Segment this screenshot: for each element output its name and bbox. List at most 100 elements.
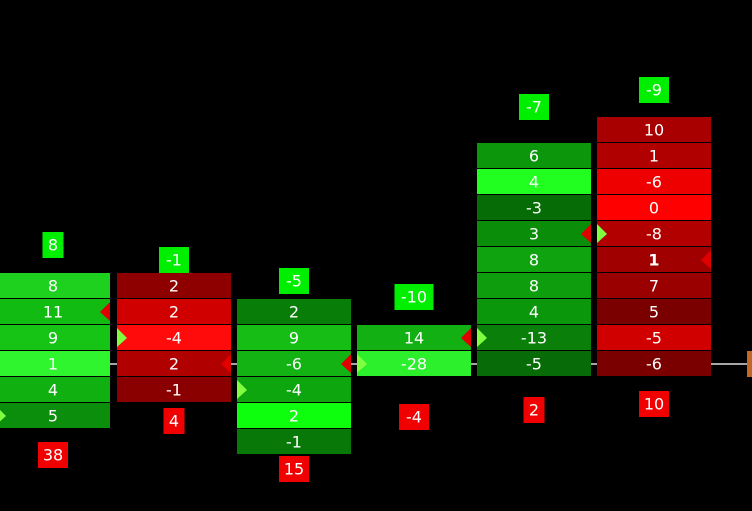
- cell: [477, 221, 591, 246]
- cell-value: 3: [529, 225, 539, 244]
- cell-value: 1: [649, 147, 659, 166]
- delta-label: -7: [526, 98, 542, 117]
- cell-value: 4: [48, 381, 58, 400]
- cell-value: -4: [166, 329, 182, 348]
- cell: [117, 377, 231, 402]
- total-label: 38: [43, 446, 63, 465]
- delta-label: -5: [286, 272, 302, 291]
- cell: [477, 143, 591, 168]
- cell: [477, 273, 591, 298]
- cell: [597, 195, 711, 220]
- cell: [237, 299, 351, 324]
- total-box: [399, 404, 429, 430]
- cell: [237, 429, 351, 454]
- cell-value: 7: [649, 277, 659, 296]
- cell-value: 6: [529, 147, 539, 166]
- cell: [477, 325, 591, 350]
- total-label: 10: [644, 395, 664, 414]
- cell-value: -28: [401, 355, 427, 374]
- cell: [0, 351, 110, 376]
- cell-value: 0: [649, 199, 659, 218]
- cell: [117, 325, 231, 350]
- cell-value: -6: [646, 173, 662, 192]
- total-label: 4: [169, 412, 179, 431]
- marker-left: [237, 380, 247, 399]
- cell-value: -13: [521, 329, 547, 348]
- cell: [237, 351, 351, 376]
- cell: [597, 143, 711, 168]
- cell-value: 5: [48, 407, 58, 426]
- total-label: 2: [529, 401, 539, 420]
- cell: [597, 351, 711, 376]
- cell: [477, 195, 591, 220]
- cell: [477, 299, 591, 324]
- marker-left: [0, 410, 6, 422]
- total-label: -4: [406, 408, 422, 427]
- cell-value: -6: [646, 355, 662, 374]
- cell: [237, 325, 351, 350]
- delta-label: -9: [646, 81, 662, 100]
- delta-box: [394, 284, 434, 310]
- delta-box: [279, 268, 309, 294]
- cell: [597, 169, 711, 194]
- cell-value: 2: [169, 277, 179, 296]
- cell-value: 2: [289, 303, 299, 322]
- cell: [0, 325, 110, 350]
- cell-value: 1: [648, 251, 659, 270]
- cell: [0, 377, 110, 402]
- cell-value: 5: [649, 303, 659, 322]
- cell-value: 8: [529, 277, 539, 296]
- marker-right: [221, 354, 231, 373]
- total-box: [163, 408, 185, 434]
- cell-value: -6: [286, 355, 302, 374]
- cell-value: 8: [48, 277, 58, 296]
- cell: [117, 351, 231, 376]
- cell: [237, 403, 351, 428]
- marker-right: [100, 302, 110, 321]
- cell-value: -5: [526, 355, 542, 374]
- cell: [477, 247, 591, 272]
- marker-right: [581, 224, 591, 243]
- cell-value: 8: [529, 251, 539, 270]
- marker-left: [597, 224, 607, 243]
- cell: [477, 169, 591, 194]
- cell-value: 9: [289, 329, 299, 348]
- marker-right: [461, 328, 471, 347]
- marker-left: [477, 328, 487, 347]
- cell: [597, 325, 711, 350]
- marker-right: [341, 354, 351, 373]
- cell: [357, 351, 471, 376]
- cell: [597, 273, 711, 298]
- marker-left: [117, 328, 127, 347]
- cell: [237, 377, 351, 402]
- marker-right: [701, 250, 711, 269]
- cell: [0, 403, 110, 428]
- cell-value: -3: [526, 199, 542, 218]
- cell: [597, 247, 711, 272]
- cell: [597, 221, 711, 246]
- cell-value: 2: [289, 407, 299, 426]
- delta-label: -10: [401, 288, 427, 307]
- cell-value: -1: [286, 433, 302, 452]
- cell-value: 1: [48, 355, 58, 374]
- cell: [477, 351, 591, 376]
- delta-label: 8: [48, 236, 58, 255]
- cell: [117, 273, 231, 298]
- cell-value: -8: [646, 225, 662, 244]
- total-box: [639, 391, 669, 417]
- price-marker: [747, 351, 752, 377]
- cell: [357, 325, 471, 350]
- cell-value: -4: [286, 381, 302, 400]
- total-box: [279, 456, 309, 482]
- total-label: 15: [284, 460, 304, 479]
- cell-value: 4: [529, 303, 539, 322]
- cell: [597, 299, 711, 324]
- cell-value: 9: [48, 329, 58, 348]
- marker-left: [357, 354, 367, 373]
- delta-box: [159, 247, 189, 273]
- total-box: [38, 442, 68, 468]
- delta-box: [639, 77, 669, 103]
- cell-value: 11: [43, 303, 63, 322]
- cell-value: 4: [529, 173, 539, 192]
